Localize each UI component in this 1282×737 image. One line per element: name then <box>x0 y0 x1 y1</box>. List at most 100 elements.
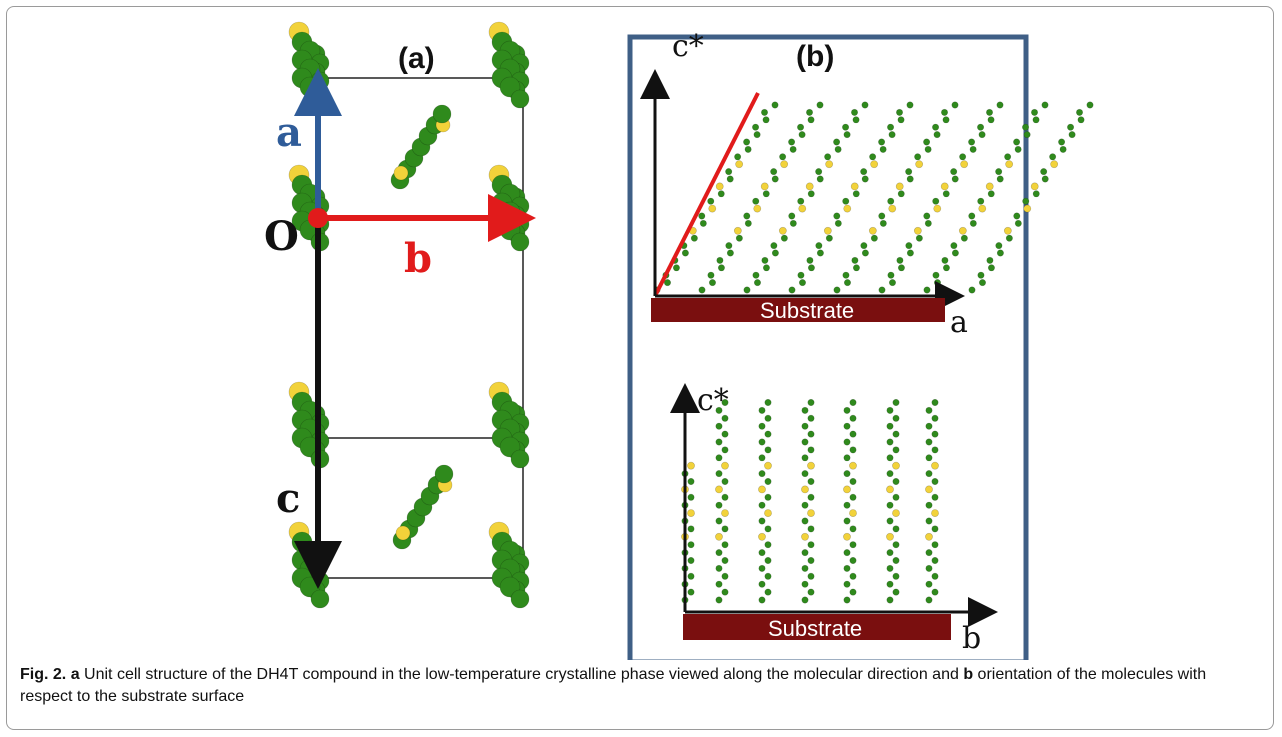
carbon-atom <box>896 108 904 116</box>
carbon-atom <box>806 256 814 264</box>
carbon-atom <box>861 175 869 183</box>
panel-b-label: (b) <box>796 40 834 73</box>
carbon-atom <box>721 430 729 438</box>
carbon-atom <box>687 572 695 580</box>
carbon-atom <box>878 138 886 146</box>
carbon-atom <box>807 556 815 564</box>
carbon-atom <box>1041 101 1049 109</box>
carbon-atom <box>931 541 939 549</box>
axis-c-label: c <box>276 475 300 522</box>
sulfur-atom <box>1030 182 1039 191</box>
carbon-atom <box>771 175 779 183</box>
carbon-atom <box>797 271 805 279</box>
sulfur-atom <box>807 509 815 517</box>
sulfur-atom <box>733 226 742 235</box>
sulfur-atom <box>849 461 857 470</box>
carbon-atom <box>905 168 913 176</box>
carbon-atom <box>896 256 904 264</box>
carbon-atom <box>753 279 761 287</box>
carbon-atom <box>861 249 869 257</box>
sulfur-atom <box>931 509 939 517</box>
carbon-atom <box>843 422 851 430</box>
carbon-atom <box>977 197 985 205</box>
carbon-atom <box>925 580 933 588</box>
sulfur-atom <box>915 160 924 169</box>
carbon-atom <box>788 212 796 220</box>
carbon-atom <box>892 477 900 485</box>
carbon-atom <box>977 123 985 131</box>
carbon-atom <box>931 414 939 422</box>
carbon-atom <box>698 286 706 294</box>
carbon-atom <box>743 212 751 220</box>
carbon-atom <box>849 556 857 564</box>
sulfur-atom <box>933 204 942 213</box>
carbon-atom <box>886 549 894 557</box>
carbon-atom <box>849 477 857 485</box>
carbon-atom <box>879 219 887 227</box>
carbon-atom <box>995 168 1003 176</box>
carbon-atom <box>687 525 695 533</box>
carbon-atom <box>833 212 841 220</box>
carbon-atom <box>860 168 868 176</box>
top-vertical-axis-label: c* <box>672 29 704 64</box>
carbon-atom <box>807 525 815 533</box>
carbon-atom <box>915 234 923 242</box>
bottom-substrate-bar <box>683 614 951 640</box>
carbon-atom <box>1086 101 1094 109</box>
carbon-atom <box>801 580 809 588</box>
sulfur-atom <box>807 461 815 470</box>
carbon-atom <box>1031 108 1039 116</box>
carbon-atom <box>987 116 995 124</box>
carbon-atom <box>996 101 1004 109</box>
bottom-horizontal-axis-label: b <box>962 621 981 656</box>
carbon-atom <box>887 197 895 205</box>
carbon-atom <box>849 430 857 438</box>
carbon-atom <box>801 517 809 525</box>
panel-a-label: (a) <box>398 42 435 75</box>
sulfur-atom <box>801 485 809 494</box>
carbon-atom <box>764 446 772 454</box>
carbon-atom <box>843 549 851 557</box>
carbon-atom <box>933 131 941 139</box>
panel-b-bottom: Substrate c* b <box>670 383 998 656</box>
bottom-vertical-axis-label: c* <box>697 383 729 418</box>
carbon-atom <box>851 256 859 264</box>
axis-a-label: a <box>276 109 302 156</box>
carbon-atom <box>886 580 894 588</box>
carbon-atom <box>1004 153 1012 161</box>
sulfur-atom <box>721 461 729 470</box>
carbon-atom <box>807 588 815 596</box>
carbon-atom <box>931 588 939 596</box>
carbon-atom <box>1032 116 1040 124</box>
carbon-atom <box>734 153 742 161</box>
carbon-atom <box>798 131 806 139</box>
carbon-atom <box>932 197 940 205</box>
carbon-atom <box>758 564 766 572</box>
carbon-atom <box>843 501 851 509</box>
sulfur-atom <box>715 182 724 191</box>
carbon-atom <box>968 212 976 220</box>
carbon-atom <box>925 454 933 462</box>
carbon-atom <box>1058 138 1066 146</box>
carbon-atom <box>932 123 940 131</box>
sulfur-atom <box>843 204 852 213</box>
carbon-atom <box>752 123 760 131</box>
carbon-atom <box>801 470 809 478</box>
carbon-atom <box>886 406 894 414</box>
sulfur-atom <box>892 461 900 470</box>
carbon-atom <box>843 438 851 446</box>
carbon-atom <box>708 279 716 287</box>
sulfur-atom <box>849 509 857 517</box>
carbon-atom <box>721 541 729 549</box>
carbon-atom <box>869 153 877 161</box>
caption-part-b-letter: b <box>963 666 974 683</box>
carbon-atom <box>1013 212 1021 220</box>
carbon-atom <box>807 190 815 198</box>
carbon-atom <box>925 549 933 557</box>
carbon-atom <box>892 493 900 501</box>
carbon-atom <box>816 175 824 183</box>
sulfur-atom <box>886 485 894 494</box>
carbon-atom <box>892 556 900 564</box>
carbon-atom <box>886 470 894 478</box>
carbon-atom <box>849 493 857 501</box>
